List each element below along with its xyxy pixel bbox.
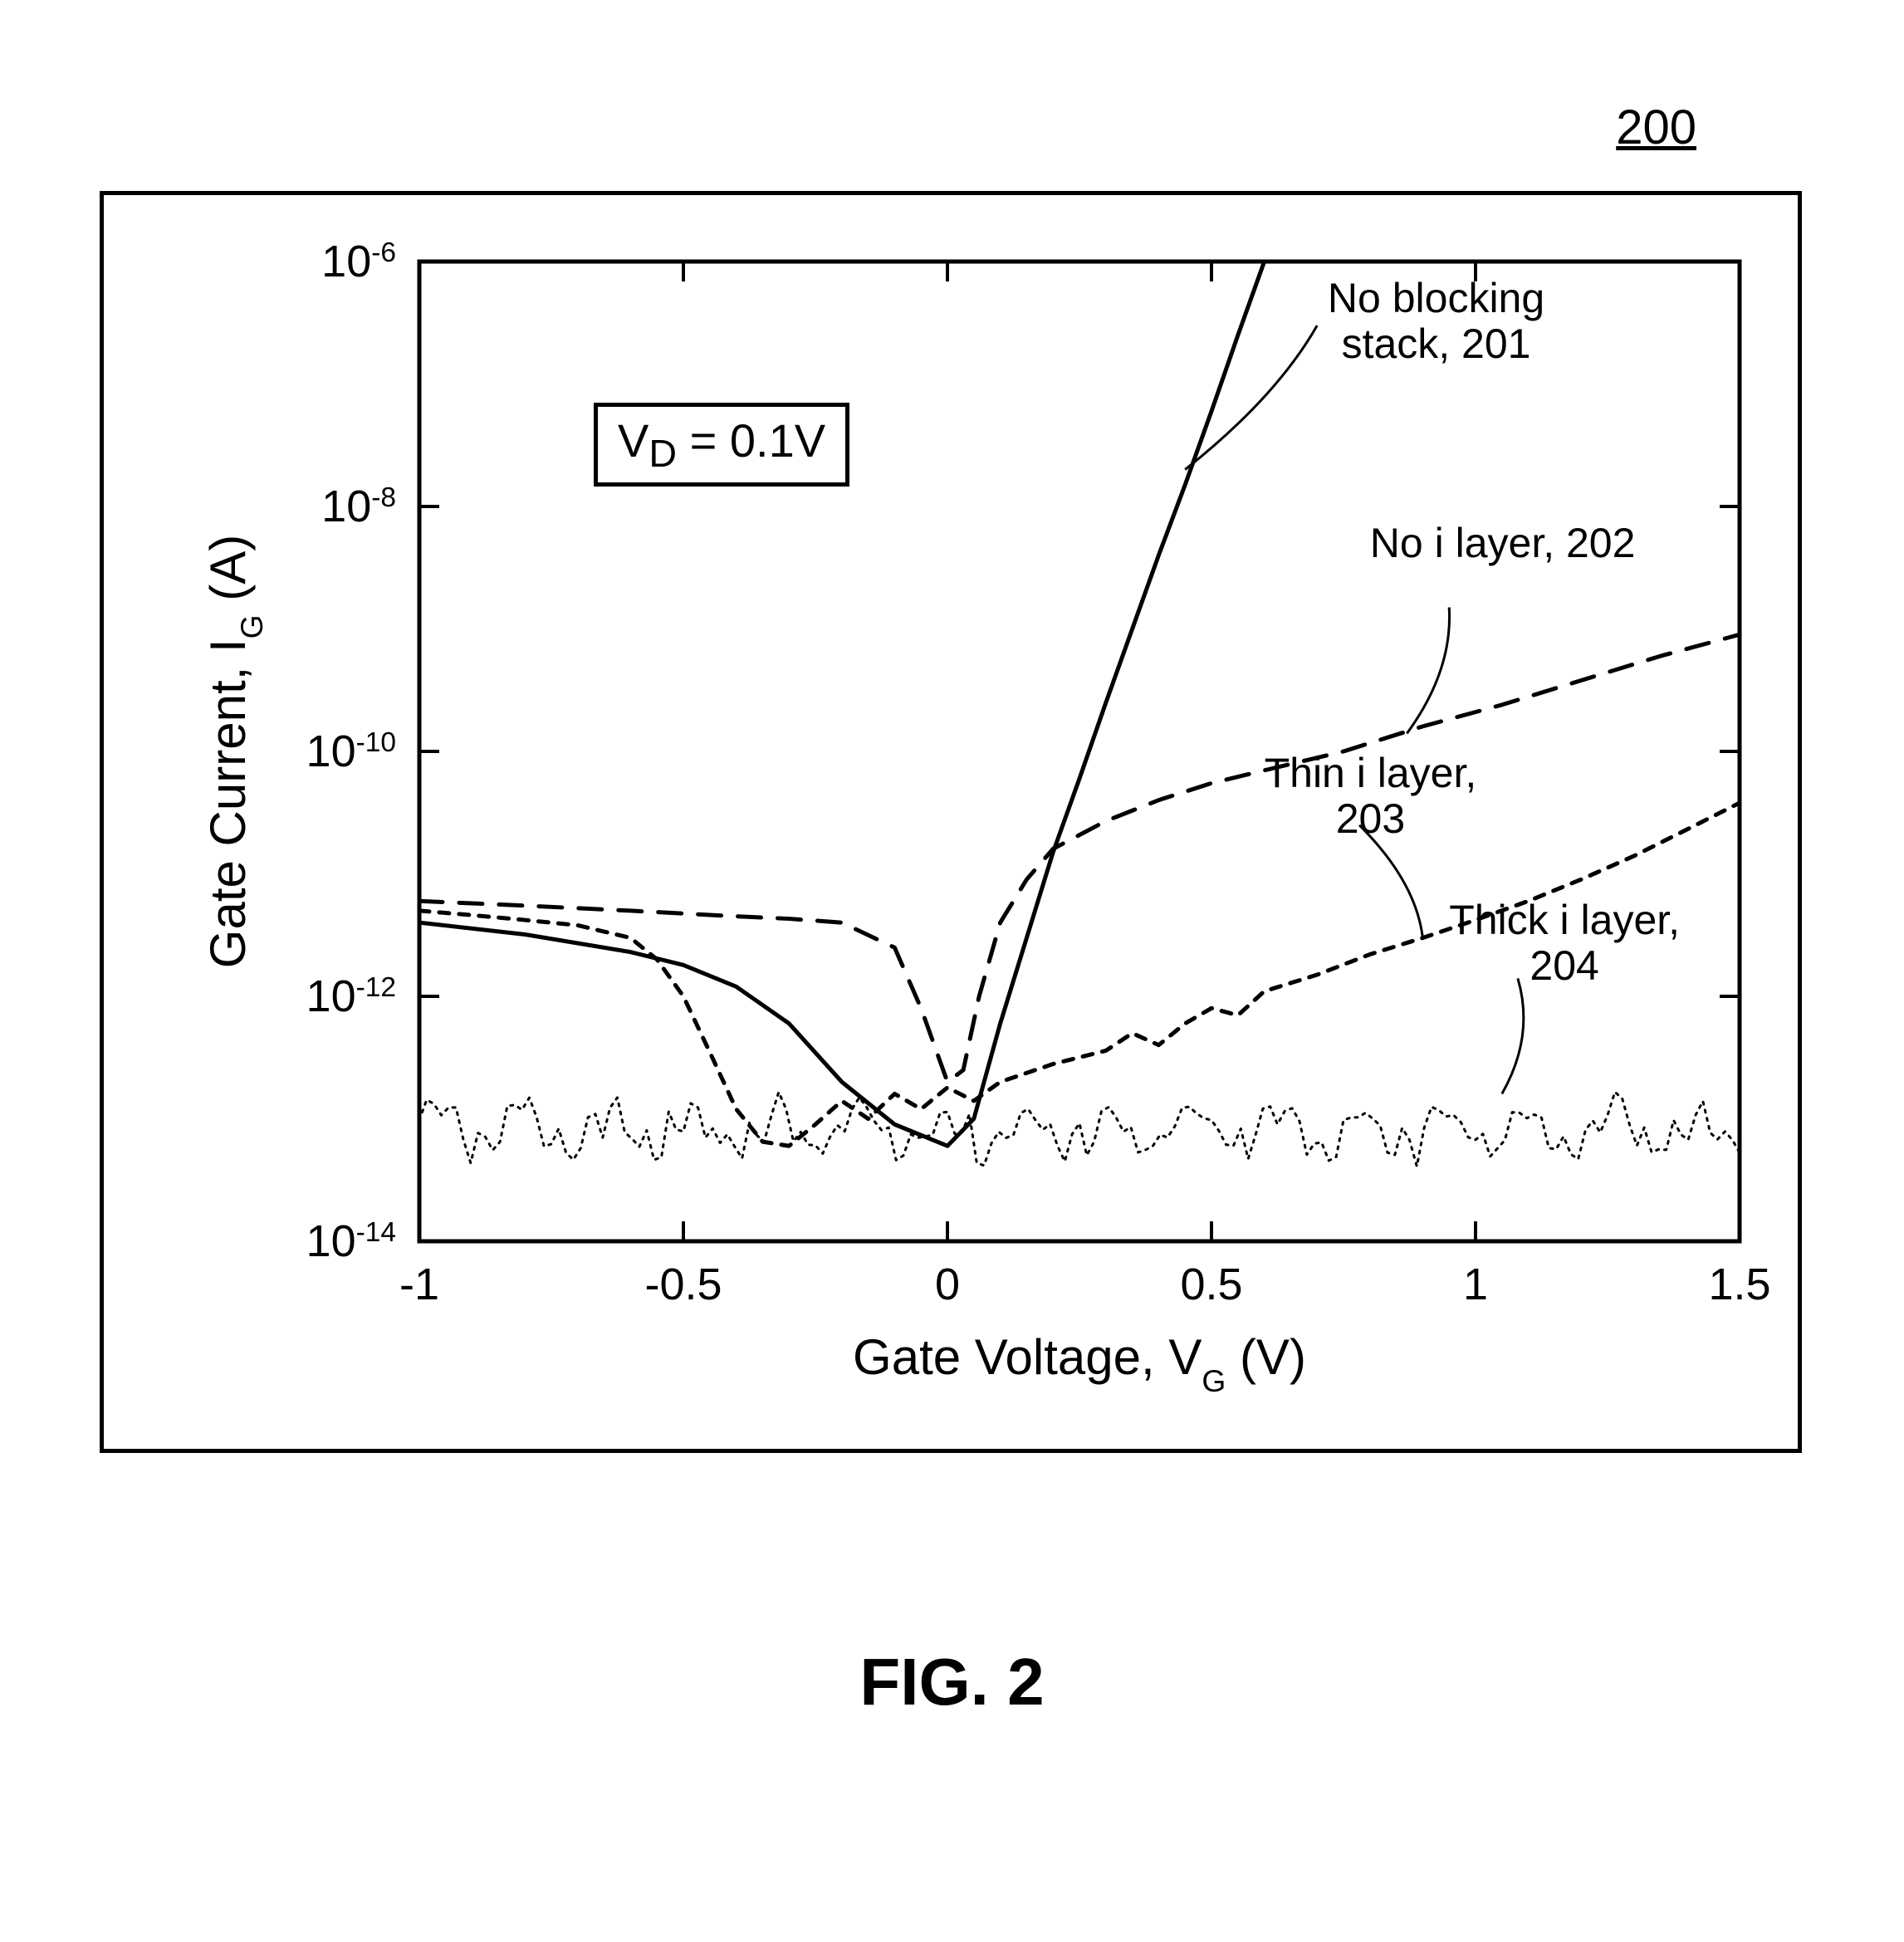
svg-text:Gate Current, IG (A): Gate Current, IG (A) — [200, 535, 269, 968]
svg-text:0: 0 — [935, 1260, 960, 1309]
figure-number: 200 — [1616, 100, 1696, 155]
chart-svg: -1 -0.5 0 0.5 1 1.5 10-14 10-12 10-10 10-8 10-6 Gat… — [104, 195, 1798, 1449]
svg-text:Gate Voltage, VG (V): Gate Voltage, VG (V) — [853, 1329, 1306, 1398]
series-label-202: No i layer, 202 — [1370, 521, 1636, 566]
svg-text:10-6: 10-6 — [321, 237, 396, 286]
figure-caption: FIG. 2 — [0, 1644, 1904, 1720]
svg-text:0.5: 0.5 — [1180, 1260, 1242, 1309]
svg-text:-1: -1 — [399, 1260, 439, 1309]
annotation-vd: VD = 0.1V — [594, 403, 849, 487]
svg-text:10-14: 10-14 — [306, 1216, 396, 1266]
series-label-204: Thick i layer,204 — [1449, 898, 1680, 989]
series-label-203: Thin i layer,203 — [1265, 751, 1477, 842]
svg-text:10-10: 10-10 — [306, 726, 396, 776]
svg-text:1.5: 1.5 — [1708, 1260, 1770, 1309]
svg-text:10-12: 10-12 — [306, 971, 396, 1021]
svg-text:1: 1 — [1463, 1260, 1488, 1309]
outer-frame: -1 -0.5 0 0.5 1 1.5 10-14 10-12 10-10 10-8 10-6 Gat… — [100, 191, 1802, 1453]
series-label-201: No blockingstack, 201 — [1328, 276, 1544, 367]
svg-text:10-8: 10-8 — [321, 482, 396, 531]
page: 200 -1 -0.5 0 0.5 1 1.5 10-14 10-12 10-10 10-8 10-… — [0, 0, 1904, 1942]
svg-text:-0.5: -0.5 — [644, 1260, 722, 1309]
